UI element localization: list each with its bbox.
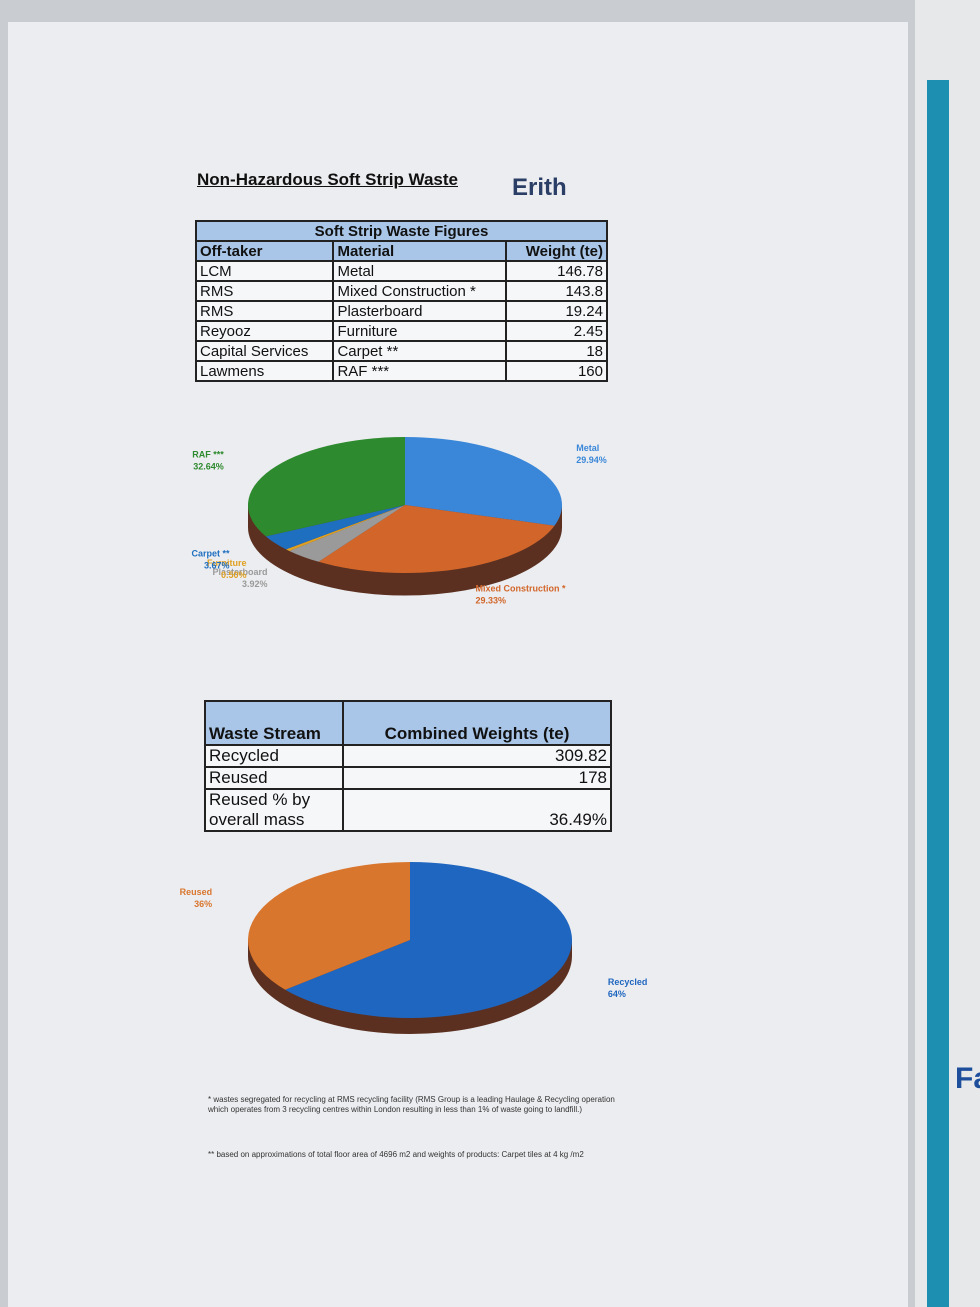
slice-label: Reused — [180, 887, 213, 897]
slice-value: 3.92% — [242, 579, 268, 589]
pie-slice — [265, 505, 405, 550]
slice-value: 29.94% — [576, 455, 607, 465]
slice-label: RAF *** — [192, 449, 224, 459]
title-row: Soft Strip Waste Figures — [195, 220, 608, 242]
pie-slice — [405, 437, 562, 526]
side-banner — [915, 0, 980, 1307]
header-row: Off-taker Material Weight (te) — [194, 240, 608, 262]
pie-slice — [248, 437, 405, 537]
table-cell: 18 — [505, 340, 608, 362]
slice-value: 29.33% — [475, 596, 506, 606]
table-cell: Carpet ** — [332, 340, 508, 362]
footnote: ** based on approximations of total floo… — [208, 1150, 584, 1159]
banner-stripe — [927, 80, 949, 1307]
slice-label: Carpet ** — [191, 548, 230, 558]
table-cell: 146.78 — [505, 260, 608, 282]
pie-slice — [318, 505, 555, 574]
column-header: Material — [332, 240, 508, 262]
table-cell: Reused — [204, 766, 344, 790]
table-cell: Plasterboard — [332, 300, 508, 322]
column-header: Off-taker — [194, 240, 335, 262]
table-cell: Recycled — [204, 744, 344, 768]
table-row: Reused 178 — [204, 766, 612, 790]
table-cell: 143.8 — [505, 280, 608, 302]
pie-slice — [285, 862, 572, 1018]
logo: Erith — [512, 174, 567, 201]
table-cell: Metal — [332, 260, 508, 282]
pie-slice — [289, 505, 405, 562]
table-cell: Reused % by overall mass — [204, 788, 344, 832]
slice-label: Mixed Construction * — [475, 584, 566, 594]
slice-label: Metal — [576, 443, 599, 453]
table-cell: 36.49% — [342, 788, 612, 832]
table-row: Reused % by overall mass 36.49% — [204, 788, 612, 832]
slice-label: Furniture — [207, 558, 247, 568]
table-row: Reyooz Furniture 2.45 — [194, 320, 608, 342]
column-header: Weight (te) — [505, 240, 608, 262]
column-header: Waste Stream — [204, 700, 344, 746]
table-cell: 160 — [505, 360, 608, 382]
waste-stream-table: Waste Stream Combined Weights (te) Recycle… — [204, 700, 612, 832]
pie-slice — [286, 505, 405, 551]
table-cell: Capital Services — [194, 340, 335, 362]
table-cell: RMS — [194, 300, 335, 322]
table-cell: 2.45 — [505, 320, 608, 342]
footnote: * wastes segregated for recycling at RMS… — [208, 1095, 615, 1114]
column-header: Combined Weights (te) — [342, 700, 612, 746]
slice-value: 32.64% — [193, 461, 224, 471]
table-row: LCM Metal 146.78 — [194, 260, 608, 282]
table-cell: 19.24 — [505, 300, 608, 322]
table-row: Recycled 309.82 — [204, 744, 612, 768]
table-cell: RAF *** — [332, 360, 508, 382]
table-cell: Furniture — [332, 320, 508, 342]
table-cell: 309.82 — [342, 744, 612, 768]
table-cell: LCM — [194, 260, 335, 282]
slice-label: Recycled — [608, 977, 648, 987]
slice-label: Plasterboard — [213, 567, 268, 577]
table-cell: RMS — [194, 280, 335, 302]
slice-value: 36% — [194, 899, 212, 909]
header-row: Waste Stream Combined Weights (te) — [204, 700, 612, 746]
table-row: RMS Mixed Construction * 143.8 — [194, 280, 608, 302]
table-row: Lawmens RAF *** 160 — [194, 360, 608, 382]
table-cell: Reyooz — [194, 320, 335, 342]
side-text: Fa — [955, 1062, 980, 1095]
table-row: RMS Plasterboard 19.24 — [194, 300, 608, 322]
waste-figures-table: Soft Strip Waste Figures Off-taker Materia… — [194, 220, 608, 382]
table-title: Soft Strip Waste Figures — [195, 220, 608, 242]
pie-slice — [247, 862, 410, 990]
slice-value: 64% — [608, 989, 626, 999]
table-cell: Mixed Construction * — [332, 280, 508, 302]
slice-value: 3.67% — [204, 560, 230, 570]
table-cell: Lawmens — [194, 360, 335, 382]
table-row: Capital Services Carpet ** 18 — [194, 340, 608, 362]
table-cell: 178 — [342, 766, 612, 790]
slice-value: 0.50% — [221, 570, 247, 580]
title: Non-Hazardous Soft Strip Waste — [197, 170, 458, 189]
